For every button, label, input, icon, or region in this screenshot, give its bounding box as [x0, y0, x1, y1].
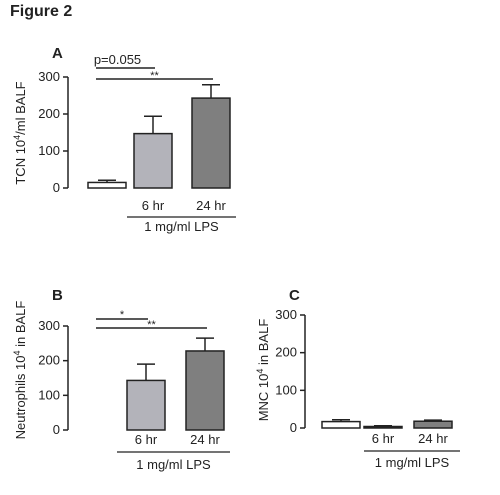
y-tick-label: 100	[275, 382, 297, 397]
category-label: 6 hr	[135, 432, 158, 447]
y-tick-label: 0	[53, 180, 60, 195]
figure-title: Figure 2	[10, 3, 73, 20]
bar	[191, 97, 231, 189]
y-tick-label: 0	[53, 422, 60, 437]
panel-letter: C	[289, 287, 300, 304]
y-tick-label: 300	[275, 307, 297, 322]
bar	[133, 132, 173, 189]
panel-b: B 0 100 200 300 Neutrophils 104 in BALF 6 hr 24…	[12, 287, 230, 472]
group-label: 1 mg/ml LPS	[144, 219, 219, 234]
bar	[413, 420, 453, 429]
category-label: 6 hr	[372, 431, 395, 446]
category-label: 24 hr	[196, 198, 226, 213]
significance-label: p=0.055	[94, 52, 141, 67]
y-tick-label: 200	[275, 345, 297, 360]
panel-c: C 0 100 200 300 MNC 104 in BALF 6 hr 24 hr 1 mg/…	[255, 287, 460, 470]
bar	[363, 425, 403, 429]
y-tick-label: 300	[38, 69, 60, 84]
panel-letter: A	[52, 45, 63, 62]
category-label: 6 hr	[142, 198, 165, 213]
bar	[185, 350, 225, 431]
panel-a: A 0 100 200 300 TCN 104/ml BALF 6 hr 24 hr 1 mg/…	[12, 45, 236, 234]
y-axis-label: MNC 104 in BALF	[255, 319, 271, 422]
bar	[321, 420, 361, 429]
y-axis-label: TCN 104/ml BALF	[12, 81, 28, 184]
significance-label: *	[120, 309, 125, 321]
panel-letter: B	[52, 287, 63, 304]
y-tick-label: 100	[38, 143, 60, 158]
significance-label: **	[147, 319, 156, 331]
bar	[126, 379, 166, 431]
category-label: 24 hr	[190, 432, 220, 447]
group-label: 1 mg/ml LPS	[375, 455, 450, 470]
significance-label: **	[150, 70, 159, 82]
y-tick-label: 100	[38, 387, 60, 402]
y-tick-label: 200	[38, 106, 60, 121]
y-axis-label: Neutrophils 104 in BALF	[12, 301, 28, 440]
y-tick-label: 200	[38, 353, 60, 368]
category-label: 24 hr	[418, 431, 448, 446]
y-tick-label: 0	[290, 420, 297, 435]
bar	[87, 181, 127, 189]
group-label: 1 mg/ml LPS	[136, 457, 211, 472]
y-tick-label: 300	[38, 318, 60, 333]
